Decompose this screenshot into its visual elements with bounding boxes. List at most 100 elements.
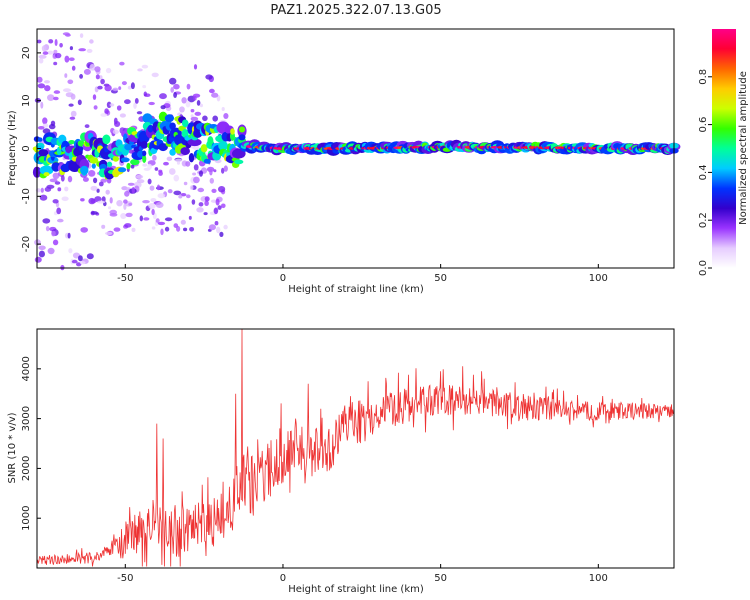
x-tick-label: 0 [280,273,286,284]
speckle-mark [125,212,133,218]
speckle-mark [196,207,204,213]
speckle-mark [196,100,201,106]
speckle-mark [147,178,152,185]
speckle-mark [95,74,100,80]
ridge-mark [112,155,120,162]
speckle-mark [150,198,157,202]
speckle-mark [160,105,166,110]
colorbar-label: Normalized spectral amplitude [738,71,749,225]
speckle-mark [107,206,112,210]
speckle-mark [93,177,98,184]
speckle-mark [219,231,224,237]
speckle-mark [68,57,75,61]
speckle-mark [36,76,43,83]
speckle-mark [130,82,135,90]
ridge-mark [43,172,50,177]
snr-y-ticks: 1000 2000 3000 4000 [21,356,41,531]
speckle-mark [84,124,90,128]
ridge-mark [38,149,49,157]
speckle-mark [173,83,180,90]
speckle-mark [120,213,127,219]
speckle-mark [203,212,208,216]
speckle-mark [42,218,51,224]
speckle-mark [57,218,64,223]
speckle-mark [194,111,202,116]
speckle-mark [136,179,145,184]
ridge-mark [142,150,147,157]
speckle-mark [37,126,45,130]
speckle-mark [148,203,156,209]
speckle-mark [174,158,183,162]
speckle-mark [216,226,221,234]
y-tick-label: 1000 [21,505,32,530]
ridge-mark [78,146,84,152]
speckle-mark [114,121,121,127]
speckle-mark [44,186,52,192]
speckle-mark [187,95,196,103]
speckle-mark [53,96,59,101]
ridge-mark [118,167,127,173]
speckle-mark [152,154,157,161]
speckle-mark [98,181,104,187]
speckle-mark [183,227,188,232]
speckle-mark [202,115,208,122]
speckle-mark [209,169,213,176]
speckle-mark [47,247,55,255]
speckle-mark [42,51,49,55]
speckle-mark [119,61,125,66]
speckle-mark [71,259,78,264]
y-tick-label: 20 [21,47,32,60]
speckle-mark [40,101,44,109]
speckle-mark [209,177,214,184]
speckle-mark [149,185,155,191]
speckle-mark [99,75,103,80]
speckle-mark [221,107,225,111]
speckle-mark [86,253,94,260]
speckle-mark [214,221,219,226]
y-tick-label: 10 [21,94,32,107]
speckle-mark [49,178,58,183]
x-tick-label: -50 [117,273,133,284]
speckle-mark [185,161,191,167]
speckle-mark [213,169,217,173]
speckle-mark [80,198,85,202]
speckle-mark [100,78,105,85]
speckle-mark [213,207,219,215]
ridge-mark [200,144,208,153]
ridge-mark [230,128,235,135]
y-tick-label: -10 [21,188,32,204]
speckle-mark [155,202,164,208]
speckle-mark [204,200,209,206]
spectrogram-x-label: Height of straight line (km) [288,284,424,295]
speckle-mark [105,189,110,195]
speckle-mark [199,170,203,177]
speckle-mark [127,85,132,90]
speckle-mark [54,181,61,185]
speckle-mark [169,77,177,85]
speckle-mark [209,88,215,94]
speckle-mark [64,186,69,192]
ridge-mark [77,140,85,147]
speckle-mark [173,92,178,98]
speckle-mark [39,194,48,201]
speckle-mark [193,164,199,171]
colorbar-tick-label: 0.6 [698,117,709,133]
speckle-mark [133,102,137,109]
speckle-mark [52,172,60,179]
speckle-mark [80,227,88,233]
snr-plot-area [37,329,674,568]
speckle-mark [124,99,131,105]
speckle-mark [181,97,187,104]
speckle-mark [189,185,194,190]
speckle-mark [217,205,222,210]
speckle-mark [197,187,205,193]
snr-panel: -50 0 50 100 1000 2000 3000 4000 Height of str… [7,328,675,595]
speckle-mark [52,199,59,204]
ridge-mark [164,114,174,123]
speckle-mark [148,101,155,106]
colorbar-tick-label: 0.4 [698,164,709,180]
speckle-mark [61,196,69,202]
speckle-mark [164,226,170,232]
snr-frame [36,328,675,569]
